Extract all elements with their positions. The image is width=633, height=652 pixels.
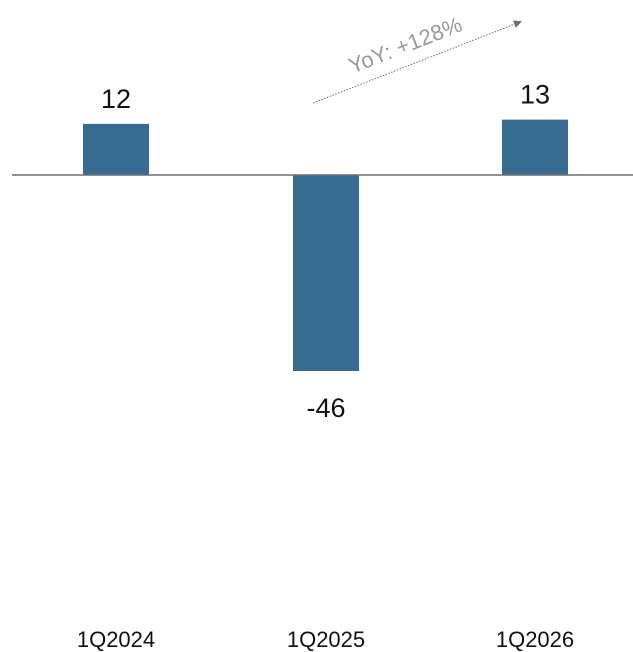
bar-1Q2025 — [293, 175, 359, 371]
value-labels-group: 12 -46 13 — [101, 80, 550, 423]
value-label-1Q2024: 12 — [101, 84, 131, 114]
category-label-1Q2024: 1Q2024 — [77, 627, 155, 652]
bar-1Q2026 — [502, 119, 568, 175]
bar-1Q2024 — [83, 123, 149, 175]
value-label-1Q2025: -46 — [306, 393, 345, 423]
value-label-1Q2026: 13 — [520, 80, 550, 110]
category-label-1Q2026: 1Q2026 — [496, 627, 574, 652]
yoy-annotation-text: YoY: +128% — [345, 12, 466, 79]
category-labels-group: 1Q2024 1Q2025 1Q2026 — [77, 627, 574, 652]
bars-group — [83, 119, 568, 371]
yoy-annotation: YoY: +128% — [312, 12, 522, 104]
yoy-arrow — [312, 20, 522, 104]
category-label-1Q2025: 1Q2025 — [287, 627, 365, 652]
